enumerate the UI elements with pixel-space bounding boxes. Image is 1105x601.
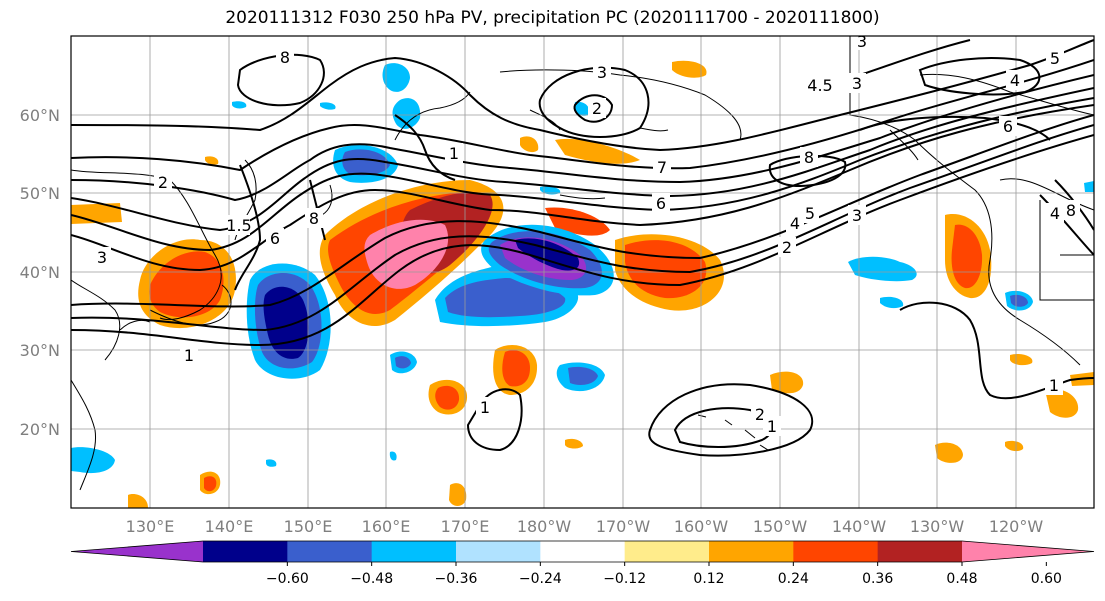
lat-label: 60°N xyxy=(20,106,60,125)
lat-label: 40°N xyxy=(20,263,60,282)
colorbar-segment xyxy=(203,541,288,562)
colorbar-extend-min xyxy=(71,541,203,562)
pv-label: 4.5 xyxy=(807,76,832,95)
lon-label: 150°E xyxy=(284,517,333,536)
colorbar-tick-label: 0.60 xyxy=(1031,571,1062,587)
lat-label: 30°N xyxy=(20,341,60,360)
pv-label: 6 xyxy=(1003,117,1013,136)
lon-label: 170°W xyxy=(596,517,651,536)
pv-label: 3 xyxy=(857,32,867,51)
colorbar-segment xyxy=(287,541,373,562)
colorbar-tick-label: 0.24 xyxy=(778,571,809,587)
pv-label: 4 xyxy=(1010,71,1020,90)
pv-label: 3 xyxy=(97,248,107,267)
lon-label: 150°W xyxy=(753,517,808,536)
pv-label: 8 xyxy=(280,48,290,67)
pv-label: 2 xyxy=(782,238,792,257)
longitude-labels: 130°E 140°E 150°E 160°E 170°E 180°W 170°… xyxy=(126,517,1044,536)
lon-label: 130°W xyxy=(910,517,965,536)
colorbar-segment xyxy=(540,541,626,562)
pv-label: 3 xyxy=(597,63,607,82)
pv-label: 8 xyxy=(1066,201,1076,220)
pv-label: 1 xyxy=(767,417,777,436)
pv-label: 2 xyxy=(158,173,168,192)
lat-label: 20°N xyxy=(20,420,60,439)
colorbar-tick-label: −0.24 xyxy=(519,571,562,587)
pv-label: 1 xyxy=(480,398,490,417)
map-title: 2020111312 F030 250 hPa PV, precipitatio… xyxy=(225,8,880,28)
pv-label: 2 xyxy=(755,405,765,424)
pv-label: 4 xyxy=(790,214,800,233)
colorbar-outline xyxy=(70,540,1095,563)
lon-label: 120°W xyxy=(989,517,1044,536)
colorbar-segment xyxy=(371,541,457,562)
colorbar-tick-label: 0.48 xyxy=(946,571,977,587)
colorbar-tick-label: 0.12 xyxy=(693,571,724,587)
pv-label: 8 xyxy=(309,209,319,228)
lon-label: 140°W xyxy=(832,517,887,536)
pv-label: 6 xyxy=(656,194,666,213)
colorbar: −0.60 −0.48 −0.36 −0.24 −0.12 0.12 0.24 0.36 0.4… xyxy=(70,540,1095,587)
lon-label: 160°W xyxy=(674,517,729,536)
pv-label: 5 xyxy=(1050,49,1060,68)
pv-label: 7 xyxy=(657,158,667,177)
colorbar-tick-label: −0.36 xyxy=(435,571,478,587)
pv-label: 5 xyxy=(805,204,815,223)
pv-label: 8 xyxy=(804,148,814,167)
colorbar-segment xyxy=(624,541,710,562)
lon-label: 160°E xyxy=(362,517,411,536)
lat-label: 50°N xyxy=(20,184,60,203)
colorbar-tick-label: 0.36 xyxy=(862,571,893,587)
pv-label: 1 xyxy=(449,144,459,163)
pv-label: 6 xyxy=(270,229,280,248)
colorbar-segment xyxy=(709,541,794,562)
lon-label: 180°W xyxy=(517,517,572,536)
colorbar-segment xyxy=(877,541,963,562)
lon-label: 170°E xyxy=(441,517,490,536)
map-border xyxy=(70,35,1095,509)
pv-label: 1 xyxy=(1049,376,1059,395)
pv-label: 1.5 xyxy=(226,216,251,235)
pv-label: 1 xyxy=(184,346,194,365)
pv-label: 3 xyxy=(852,74,862,93)
latitude-labels: 60°N 50°N 40°N 30°N 20°N xyxy=(20,106,60,439)
pv-contour-labels: 8 3 2 1.5 6 8 1 2 3 7 6 4 5 8 4.5 3 3 4 … xyxy=(93,32,1080,436)
colorbar-tick-label: −0.48 xyxy=(350,571,393,587)
pv-label: 3 xyxy=(852,206,862,225)
colorbar-tick-label: −0.60 xyxy=(266,571,309,587)
colorbar-segment xyxy=(456,541,541,562)
lon-label: 130°E xyxy=(126,517,175,536)
pv-label: 4 xyxy=(1050,204,1060,223)
colorbar-extend-max xyxy=(962,541,1094,562)
pv-label: 2 xyxy=(592,99,602,118)
colorbar-segment xyxy=(793,541,879,562)
lon-label: 140°E xyxy=(205,517,254,536)
colorbar-tick-label: −0.12 xyxy=(603,571,646,587)
